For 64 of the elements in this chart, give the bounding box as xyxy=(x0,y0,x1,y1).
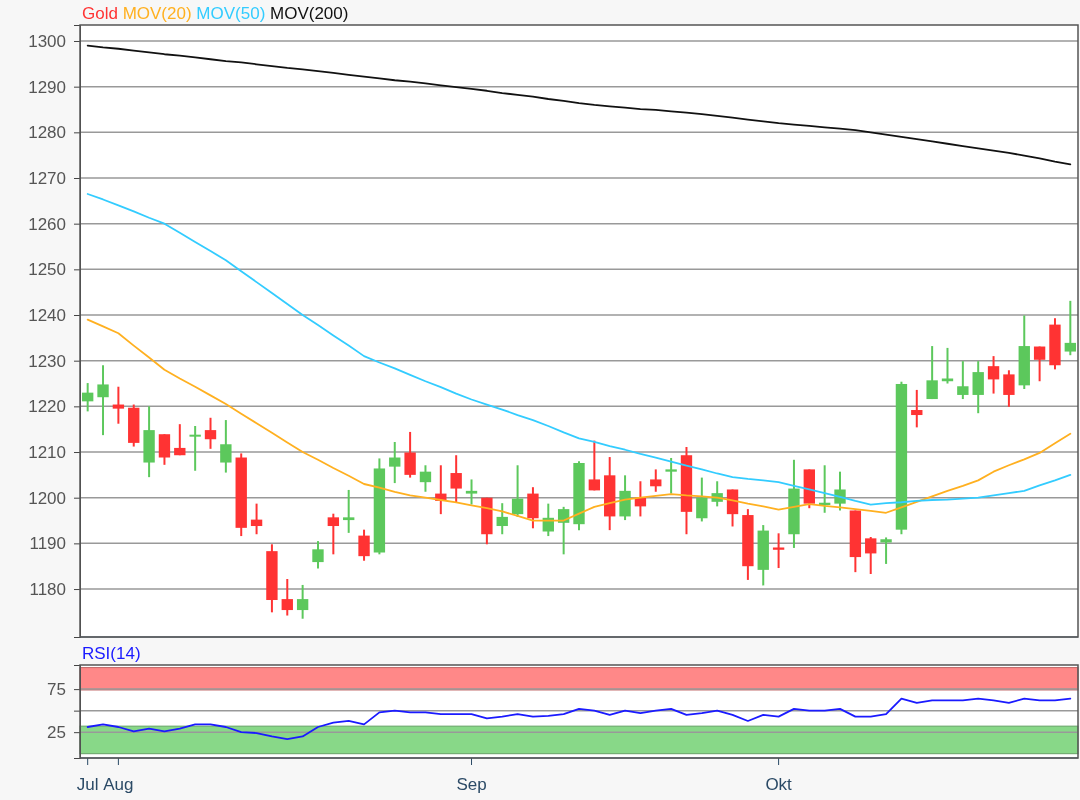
candlestick xyxy=(972,360,984,415)
y-tick-label: 1270 xyxy=(28,168,66,188)
candlestick xyxy=(496,502,508,536)
candlestick xyxy=(1064,299,1076,357)
x-tick-label: Aug xyxy=(103,775,134,794)
x-tick-label: Jul xyxy=(76,775,99,794)
candlestick xyxy=(389,440,401,485)
candlestick xyxy=(834,470,846,512)
candlestick xyxy=(358,528,370,562)
y-tick-label: 1210 xyxy=(28,442,66,462)
candlestick xyxy=(665,456,677,495)
y-tick-label: 1290 xyxy=(28,77,66,97)
candlestick xyxy=(772,532,785,570)
line-series xyxy=(86,193,1072,506)
candlestick xyxy=(987,355,1000,395)
y-tick-label: 1190 xyxy=(29,534,66,554)
y-tick-label: 1300 xyxy=(28,31,66,51)
y-tick-label: 1250 xyxy=(28,260,66,280)
x-tick-label: Sep xyxy=(456,775,487,794)
candlestick xyxy=(1033,345,1046,383)
candlestick xyxy=(343,488,355,534)
candlestick xyxy=(174,423,186,457)
candlestick xyxy=(296,583,309,620)
candlestick xyxy=(941,346,954,385)
candlestick xyxy=(1003,369,1015,408)
candlestick xyxy=(465,478,478,506)
text: MOV(50) xyxy=(191,4,266,23)
candlestick xyxy=(158,433,171,466)
candlestick xyxy=(112,385,125,425)
candlestick xyxy=(957,360,969,401)
y-tick-label: 25 xyxy=(47,723,66,743)
candlestick xyxy=(865,535,877,575)
candlestick xyxy=(419,464,432,493)
candlestick xyxy=(220,419,232,474)
y-tick-label: 1280 xyxy=(28,123,66,143)
candlestick xyxy=(880,536,892,565)
candlestick xyxy=(312,540,324,570)
candlestick xyxy=(911,388,923,429)
y-tick-label: 1230 xyxy=(28,351,66,371)
y-tick-label: 75 xyxy=(47,680,66,700)
y-tick-label: 1260 xyxy=(28,214,66,234)
candlestick xyxy=(404,430,416,479)
x-tick-label: Okt xyxy=(765,775,793,794)
line-series xyxy=(86,44,1072,166)
candlestick xyxy=(327,512,340,556)
candlestick xyxy=(696,476,708,523)
text: RSI(14) xyxy=(82,644,141,663)
text: MOV(200) xyxy=(265,4,349,23)
text: Gold xyxy=(82,4,118,23)
candlestick xyxy=(204,416,217,450)
candlestick xyxy=(189,425,201,472)
candlestick xyxy=(97,364,109,437)
candlestick xyxy=(250,502,263,536)
y-tick-label: 1200 xyxy=(28,488,66,508)
y-tick-label: 1220 xyxy=(28,397,66,417)
candlestick xyxy=(511,464,524,518)
candlestick xyxy=(281,578,293,617)
y-tick-label: 1240 xyxy=(28,305,66,325)
y-tick-label: 1180 xyxy=(29,579,66,599)
candlestick xyxy=(450,454,462,504)
candlestick xyxy=(650,468,662,493)
text: MOV(20) xyxy=(117,4,192,23)
line-series xyxy=(86,697,1072,740)
candlestick xyxy=(926,345,938,401)
